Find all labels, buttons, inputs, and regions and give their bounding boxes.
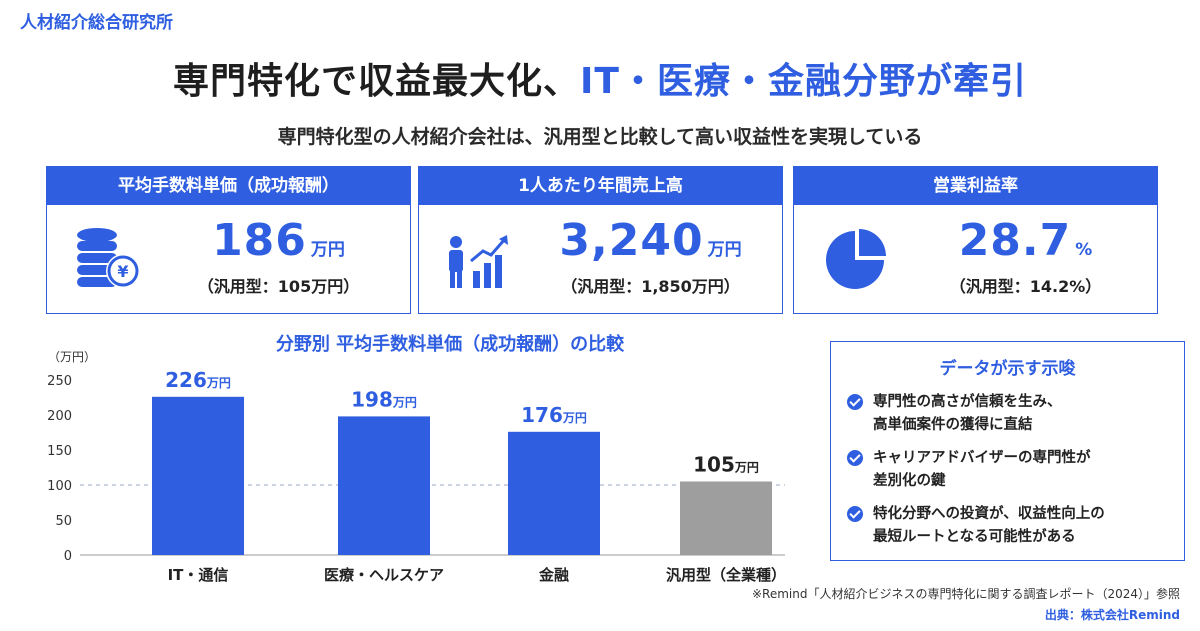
kpi-number: 3,240 <box>559 215 704 266</box>
bar <box>338 416 430 555</box>
x-category-label: 金融 <box>538 566 569 584</box>
insight-item: 専門性の高さが信頼を生み、 高単価案件の獲得に直結 <box>847 391 1168 437</box>
kpi-value: 186 万円 <box>157 215 400 266</box>
bar-value-label: 105万円 <box>693 453 759 477</box>
brand-name: 人材紹介総合研究所 <box>20 13 173 33</box>
x-category-label: 汎用型（全業種） <box>666 566 786 584</box>
insight-line: 特化分野への投資が、収益性向上の <box>873 506 1105 522</box>
kpi-number: 28.7 <box>958 215 1072 266</box>
headline-main: 専門特化で収益最大化、 <box>173 61 581 102</box>
kpi-unit: 万円 <box>707 240 742 260</box>
y-tick-label: 100 <box>47 479 72 494</box>
kpi-card-title: 営業利益率 <box>794 167 1157 205</box>
insight-panel: データが示す示唆 専門性の高さが信頼を生み、 高単価案件の獲得に直結 キャリアア… <box>830 341 1185 561</box>
bar <box>508 431 600 555</box>
person-growth-icon <box>445 225 515 295</box>
kpi-card-fee: 平均手数料単価（成功報酬） ¥ 186 万円 （汎用型：105万円） <box>46 166 411 314</box>
y-tick-label: 250 <box>47 374 72 389</box>
source-note: ※Remind「人材紹介ビジネスの専門特化に関する調査レポート（2024）」参照 <box>751 587 1180 601</box>
kpi-card-title: 平均手数料単価（成功報酬） <box>47 167 410 205</box>
svg-text:¥: ¥ <box>117 262 128 281</box>
bar-value-label: 198万円 <box>351 387 417 411</box>
bar-value-label: 176万円 <box>521 403 587 427</box>
coins-yen-icon: ¥ <box>73 225 143 295</box>
pie-chart-icon <box>820 225 890 295</box>
x-category-label: 医療・ヘルスケア <box>324 566 444 584</box>
insight-text: 特化分野への投資が、収益性向上の 最短ルートとなる可能性がある <box>873 503 1105 549</box>
insight-line: 最短ルートとなる可能性がある <box>873 529 1076 545</box>
kpi-number: 186 <box>212 215 307 266</box>
check-circle-icon <box>847 506 863 522</box>
page-title: 専門特化で収益最大化、IT・医療・金融分野が牽引 <box>0 52 1200 104</box>
check-circle-icon <box>847 394 863 410</box>
y-tick-label: 0 <box>64 549 72 564</box>
insight-item: 特化分野への投資が、収益性向上の 最短ルートとなる可能性がある <box>847 503 1168 549</box>
insight-title: データが示す示唆 <box>939 359 1076 379</box>
kpi-value: 3,240 万円 <box>529 215 772 266</box>
x-category-label: IT・通信 <box>168 566 229 584</box>
y-tick-label: 50 <box>55 514 72 529</box>
insight-text: 専門性の高さが信頼を生み、 高単価案件の獲得に直結 <box>873 391 1062 437</box>
kpi-value: 28.7% <box>904 215 1147 266</box>
kpi-unit: 万円 <box>310 240 345 260</box>
y-tick-label: 200 <box>47 409 72 424</box>
insight-text: キャリアアドバイザーの専門性が 差別化の鍵 <box>873 447 1091 493</box>
kpi-card-revenue: 1人あたり年間売上高 3,240 万円 （汎用型：1,850万円） <box>418 166 783 314</box>
kpi-comparison-note: （汎用型：14.2%） <box>949 277 1102 296</box>
check-circle-icon <box>847 450 863 466</box>
page-subtitle: 専門特化型の人材紹介会社は、汎用型と比較して高い収益性を実現している <box>277 126 923 148</box>
kpi-card-margin: 営業利益率 28.7% （汎用型：14.2%） <box>793 166 1158 314</box>
bar-value-label: 226万円 <box>165 368 231 392</box>
bar <box>680 481 772 555</box>
insight-item: キャリアアドバイザーの専門性が 差別化の鍵 <box>847 447 1168 493</box>
headline-accent: IT・医療・金融分野が牽引 <box>580 61 1027 102</box>
bar <box>152 396 244 555</box>
kpi-comparison-note: （汎用型：105万円） <box>197 277 360 296</box>
kpi-unit: % <box>1075 240 1093 260</box>
insight-line: 専門性の高さが信頼を生み、 <box>873 394 1062 410</box>
source-credit: 出典：株式会社Remind <box>1044 608 1180 622</box>
y-tick-label: 150 <box>47 444 72 459</box>
insight-line: 高単価案件の獲得に直結 <box>873 417 1033 433</box>
fee-bar-chart: （万円） 0 50 100 150 200 250 226万円 IT・通信 198万円医療・ヘルス… <box>47 350 786 584</box>
insight-line: キャリアアドバイザーの専門性が <box>873 450 1091 466</box>
kpi-comparison-note: （汎用型：1,850万円） <box>561 277 740 296</box>
kpi-card-title: 1人あたり年間売上高 <box>419 167 782 205</box>
insight-line: 差別化の鍵 <box>873 473 946 489</box>
chart-title: 分野別 平均手数料単価（成功報酬）の比較 <box>275 334 625 355</box>
y-axis-label: （万円） <box>48 350 96 364</box>
